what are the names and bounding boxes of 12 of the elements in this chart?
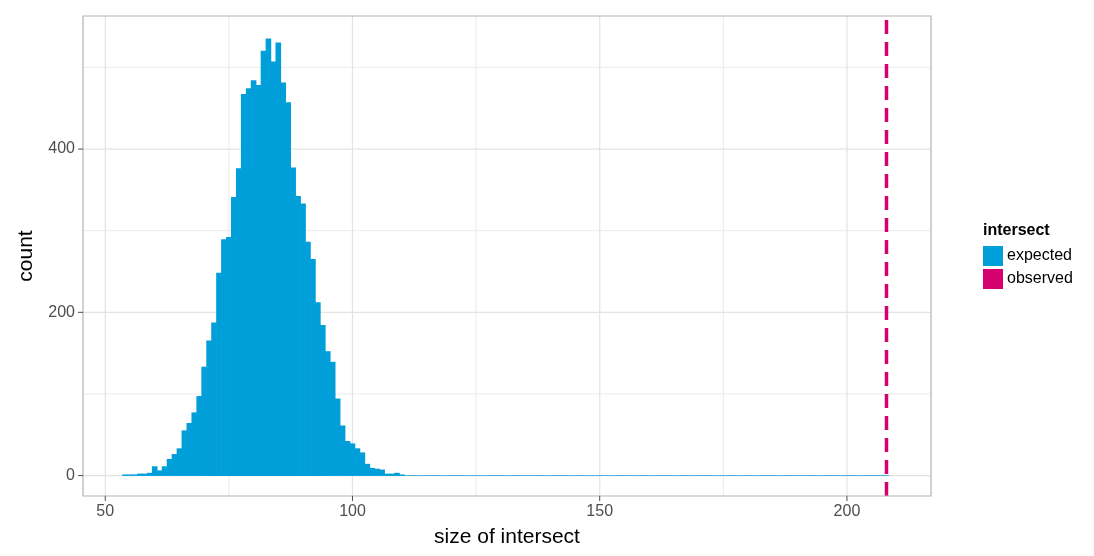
x-tick-label: 150 — [586, 502, 614, 520]
legend-label: observed — [1007, 269, 1073, 287]
x-axis-title: size of intersect — [434, 524, 581, 548]
y-tick-label: 0 — [66, 466, 76, 483]
y-axis-title: count — [13, 230, 37, 282]
x-tick-label: 100 — [339, 502, 366, 520]
y-tick-label: 200 — [48, 302, 76, 320]
y-tick-label: 400 — [48, 139, 76, 157]
legend-title: intersect — [983, 221, 1051, 239]
legend-label: expected — [1007, 246, 1072, 264]
x-tick-label: 200 — [833, 502, 861, 520]
x-tick-label: 50 — [96, 502, 115, 520]
